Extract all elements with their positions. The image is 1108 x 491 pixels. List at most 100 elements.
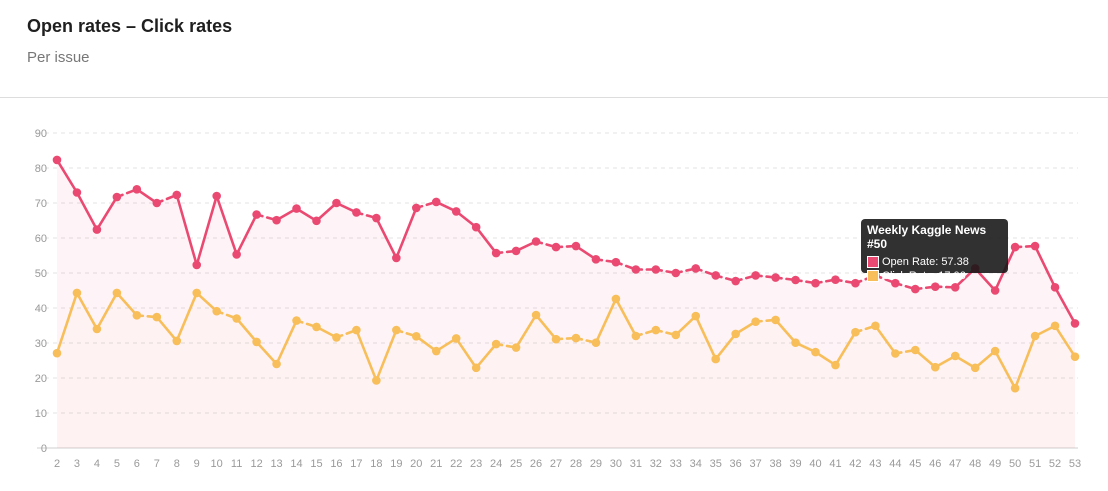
x-tick-label: 25 [510, 458, 522, 470]
click-rate-line-segment [834, 330, 857, 367]
click-rate-point [491, 339, 501, 349]
click-rate-point [1050, 321, 1060, 331]
click-rate-line-segment [75, 291, 99, 331]
open-rate-point [571, 241, 581, 251]
open-rate-area [57, 159, 1075, 448]
tooltip-title: Weekly Kaggle News #50 [867, 223, 987, 251]
chart-header: Open rates – Click rates Per issue [0, 0, 1108, 98]
x-tick-label: 28 [570, 458, 582, 470]
click-rate-line-segment [55, 291, 79, 355]
x-tick-label: 38 [769, 458, 781, 470]
open-rate-point [152, 198, 162, 208]
open-rate-line-segment [395, 206, 418, 260]
open-rate-line-segment [1053, 286, 1077, 325]
click-rate-point [352, 325, 361, 335]
open-rate-point [651, 265, 661, 274]
y-tick-label: 10 [35, 408, 47, 420]
tooltip-open-label: Open Rate: 57.38 [882, 256, 969, 268]
click-rate-point [990, 346, 1000, 356]
open-rate-point [132, 185, 142, 194]
click-rate-line-segment [95, 291, 119, 331]
x-tick-label: 27 [550, 458, 562, 470]
open-rate-point [711, 271, 721, 280]
click-rate-point [272, 359, 281, 369]
open-rate-line-segment [75, 191, 99, 231]
open-rate-point [791, 275, 800, 285]
click-rate-point [531, 310, 541, 320]
click-rate-point [252, 337, 261, 347]
click-rate-line-segment [1053, 324, 1077, 358]
open-rate-point [1070, 319, 1080, 328]
open-rate-point [591, 255, 601, 264]
open-rate-line-segment [95, 195, 119, 231]
x-tick-label: 30 [610, 458, 622, 470]
click-rate-point [571, 333, 581, 343]
open-rate-line-segment [55, 158, 79, 194]
x-tick-label: 46 [929, 458, 941, 470]
open-rate-line-segment [375, 216, 398, 260]
y-tick-label: 50 [35, 268, 47, 280]
click-rate-point [691, 311, 701, 321]
x-tick-label: 37 [750, 458, 762, 470]
open-rate-point [911, 284, 920, 294]
open-rate-point [1050, 283, 1060, 292]
click-rate-point [611, 294, 621, 304]
x-tick-label: 20 [410, 458, 422, 470]
open-rate-point [731, 276, 740, 286]
open-rate-point [312, 216, 321, 226]
click-rate-line-segment [255, 340, 278, 366]
click-rate-point [451, 334, 461, 343]
x-tick-label: 13 [270, 458, 282, 470]
chart-title: Open rates – Click rates [27, 16, 233, 36]
click-rate-line-segment [514, 313, 538, 349]
tooltip-row-open: Open Rate: 57.38 [867, 255, 1002, 269]
chart-tooltip: Weekly Kaggle News #50 Open Rate: 57.38 … [861, 219, 1008, 282]
x-tick-label: 5 [114, 458, 120, 470]
open-rate-point [232, 250, 241, 259]
x-tick-label: 3 [74, 458, 80, 470]
x-tick-label: 14 [290, 458, 302, 470]
open-rate-line-segment [215, 194, 238, 256]
x-tick-label: 2 [54, 458, 60, 470]
click-rate-point [791, 338, 800, 347]
y-tick-label: 30 [35, 338, 47, 350]
x-tick-label: 51 [1029, 458, 1041, 470]
click-rate-line-segment [375, 328, 398, 382]
tooltip-swatch-click [867, 270, 879, 282]
open-rate-point [851, 278, 860, 288]
open-rate-point [431, 197, 441, 207]
click-rate-line-segment [714, 332, 737, 361]
x-tick-label: 43 [869, 458, 881, 470]
x-tick-label: 24 [490, 458, 502, 470]
click-rate-point [930, 362, 940, 372]
click-rate-point [711, 354, 721, 364]
click-rate-line-segment [275, 319, 298, 366]
open-rate-point [112, 192, 122, 202]
open-rate-point [551, 242, 561, 252]
click-rate-point [372, 376, 381, 385]
open-rate-point [392, 253, 401, 263]
click-rate-point [132, 311, 142, 320]
click-rate-point [631, 331, 641, 341]
click-rate-point [731, 329, 740, 339]
open-rate-point [352, 208, 361, 217]
open-rate-point [611, 257, 621, 267]
click-rate-point [392, 325, 401, 335]
click-rate-point [431, 346, 441, 356]
click-rate-point [92, 324, 102, 334]
x-tick-label: 32 [650, 458, 662, 470]
open-rate-point [831, 275, 840, 284]
open-rate-point [491, 248, 501, 258]
click-rate-point [831, 360, 840, 370]
x-tick-label: 33 [670, 458, 682, 470]
x-tick-label: 7 [154, 458, 160, 470]
open-rate-line-segment [474, 225, 498, 255]
open-rate-point [631, 265, 641, 274]
click-rate-point [651, 325, 661, 335]
open-rate-line-segment [235, 213, 258, 256]
click-rate-point [152, 312, 162, 322]
x-tick-label: 4 [94, 458, 100, 470]
open-rate-point [691, 264, 701, 273]
x-tick-label: 8 [174, 458, 180, 470]
